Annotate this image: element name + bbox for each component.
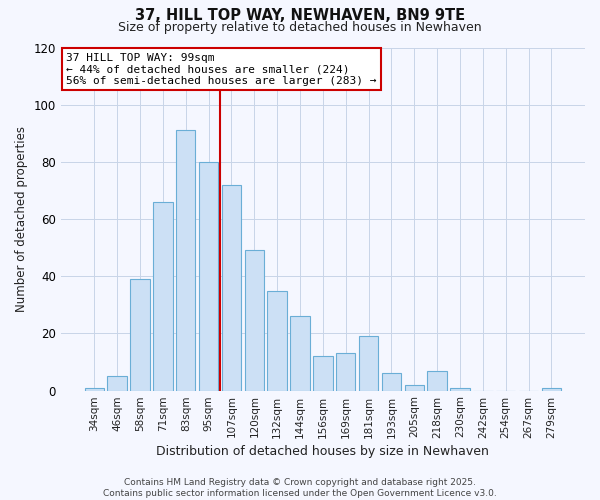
Bar <box>313 356 332 390</box>
Bar <box>427 370 447 390</box>
Y-axis label: Number of detached properties: Number of detached properties <box>15 126 28 312</box>
Bar <box>359 336 379 390</box>
X-axis label: Distribution of detached houses by size in Newhaven: Distribution of detached houses by size … <box>157 444 490 458</box>
Bar <box>130 279 150 390</box>
Text: 37 HILL TOP WAY: 99sqm
← 44% of detached houses are smaller (224)
56% of semi-de: 37 HILL TOP WAY: 99sqm ← 44% of detached… <box>66 52 377 86</box>
Bar <box>451 388 470 390</box>
Bar <box>290 316 310 390</box>
Bar <box>222 184 241 390</box>
Bar <box>336 354 355 391</box>
Bar <box>382 374 401 390</box>
Text: Size of property relative to detached houses in Newhaven: Size of property relative to detached ho… <box>118 21 482 34</box>
Text: Contains HM Land Registry data © Crown copyright and database right 2025.
Contai: Contains HM Land Registry data © Crown c… <box>103 478 497 498</box>
Bar <box>404 385 424 390</box>
Bar <box>542 388 561 390</box>
Bar <box>176 130 196 390</box>
Bar <box>268 290 287 390</box>
Bar <box>199 162 218 390</box>
Bar <box>245 250 264 390</box>
Bar <box>153 202 173 390</box>
Bar <box>107 376 127 390</box>
Bar <box>85 388 104 390</box>
Text: 37, HILL TOP WAY, NEWHAVEN, BN9 9TE: 37, HILL TOP WAY, NEWHAVEN, BN9 9TE <box>135 8 465 22</box>
